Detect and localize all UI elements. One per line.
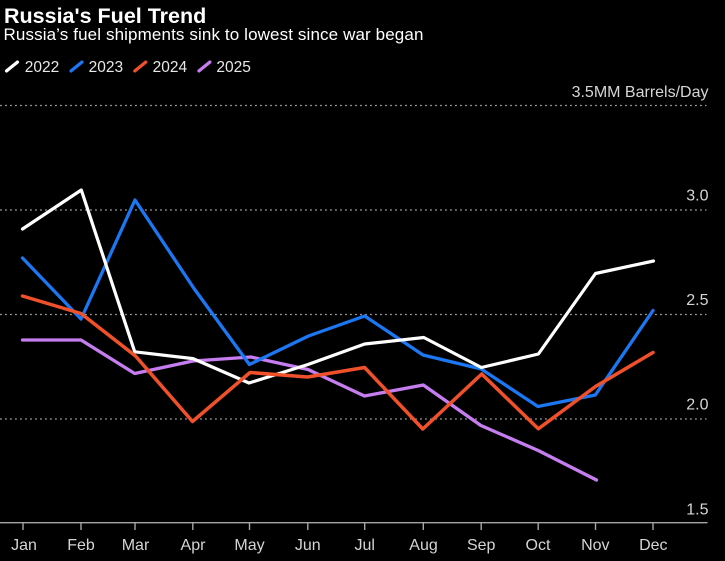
svg-text:Jan: Jan	[11, 537, 37, 554]
svg-text:1.5: 1.5	[686, 502, 708, 519]
svg-text:2023: 2023	[89, 59, 123, 76]
svg-text:May: May	[234, 537, 264, 554]
svg-text:Feb: Feb	[67, 537, 95, 554]
svg-text:2022: 2022	[25, 59, 59, 76]
svg-text:Apr: Apr	[181, 537, 207, 554]
svg-text:Jul: Jul	[354, 537, 374, 554]
svg-text:Aug: Aug	[409, 537, 437, 554]
svg-text:3.5MM Barrels/Day: 3.5MM Barrels/Day	[572, 84, 709, 101]
svg-text:Russia’s fuel shipments sink t: Russia’s fuel shipments sink to lowest s…	[4, 25, 424, 44]
svg-text:3.0: 3.0	[686, 188, 708, 205]
svg-text:2025: 2025	[216, 59, 250, 76]
svg-text:2.0: 2.0	[686, 397, 708, 414]
svg-text:2024: 2024	[153, 59, 188, 76]
svg-text:Sep: Sep	[467, 537, 496, 554]
svg-text:Russia's Fuel Trend: Russia's Fuel Trend	[4, 4, 206, 28]
svg-text:Mar: Mar	[122, 537, 150, 554]
svg-text:Oct: Oct	[526, 537, 551, 554]
svg-text:Nov: Nov	[581, 537, 609, 554]
svg-text:Dec: Dec	[639, 537, 667, 554]
svg-text:Jun: Jun	[295, 537, 321, 554]
svg-text:2.5: 2.5	[686, 292, 708, 309]
